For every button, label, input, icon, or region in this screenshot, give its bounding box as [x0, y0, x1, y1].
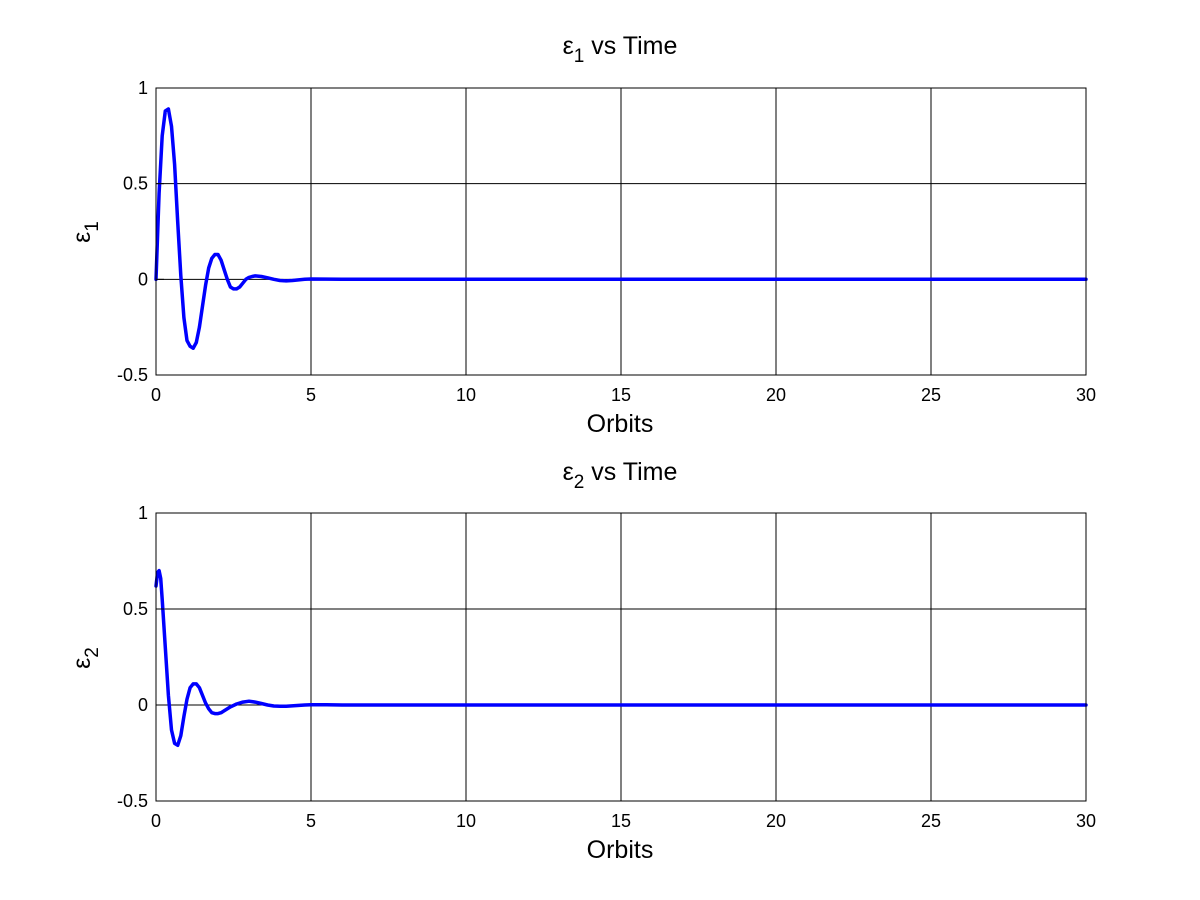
- chart-2-xlabel: Orbits: [587, 836, 654, 864]
- subplot-2: ε2 vs Time Orbits ε2 0 5 10 15 20 25 30-0.500.…: [68, 458, 1096, 864]
- chart-2-series-line: [154, 568, 1088, 748]
- chart-1-series-line: [154, 107, 1088, 350]
- chart-1-ytick-label: 1: [138, 78, 148, 98]
- chart-2-title-subscript: 2: [574, 472, 585, 493]
- chart-1-xlabel: Orbits: [587, 410, 654, 438]
- chart-2-ytick-label: 0.5: [123, 599, 148, 619]
- chart-2-ylabel-group: ε2: [68, 647, 103, 669]
- chart-2-xtick-label: 30: [1076, 811, 1096, 831]
- chart-1-xtick-label: 10: [456, 385, 476, 405]
- chart-1-ytick-label: -0.5: [117, 365, 148, 385]
- chart-2-title-rest: vs Time: [584, 458, 677, 486]
- chart-1-xtick-label: 0: [151, 385, 161, 405]
- chart-2-title-symbol: ε: [563, 458, 574, 486]
- chart-1-title-rest: vs Time: [584, 32, 677, 60]
- chart-2-ylabel: ε2: [68, 647, 103, 669]
- chart-1-ytick-label: 0.5: [123, 174, 148, 194]
- chart-2-ytick-label: -0.5: [117, 791, 148, 811]
- chart-2-xtick-label: 20: [766, 811, 786, 831]
- chart-2-xtick-label: 0: [151, 811, 161, 831]
- chart-1-ylabel-symbol: ε: [68, 232, 96, 243]
- chart-1-ylabel-subscript: 1: [82, 221, 103, 232]
- chart-2-ylabel-symbol: ε: [68, 658, 96, 669]
- chart-2-ytick-label: 0: [138, 695, 148, 715]
- chart-2-xtick-label: 25: [921, 811, 941, 831]
- chart-1-xtick-label: 5: [306, 385, 316, 405]
- subplot-1: ε1 vs Time Orbits ε1 0 5 10 15 20 25 30-0.500.…: [68, 32, 1096, 438]
- chart-2-xtick-label: 5: [306, 811, 316, 831]
- chart-1-ylabel: ε1: [68, 221, 103, 243]
- chart-1-xtick-label: 30: [1076, 385, 1096, 405]
- chart-1-xtick-label: 25: [921, 385, 941, 405]
- chart-2-ylabel-subscript: 2: [82, 647, 103, 658]
- chart-1-ytick-label: 0: [138, 269, 148, 289]
- chart-2-title: ε2 vs Time: [563, 458, 678, 493]
- chart-2-xtick-label: 15: [611, 811, 631, 831]
- chart-1-ylabel-group: ε1: [68, 221, 103, 243]
- chart-2-xtick-label: 10: [456, 811, 476, 831]
- chart-1-title-symbol: ε: [563, 32, 574, 60]
- chart-1-xtick-label: 20: [766, 385, 786, 405]
- chart-1-xtick-label: 15: [611, 385, 631, 405]
- chart-1-plot-area: 0 5 10 15 20 25 30-0.500.51: [117, 78, 1096, 405]
- chart-1-title-subscript: 1: [574, 46, 585, 67]
- chart-2-ytick-label: 1: [138, 503, 148, 523]
- chart-1-title: ε1 vs Time: [563, 32, 678, 67]
- chart-2-plot-area: 0 5 10 15 20 25 30-0.500.51: [117, 503, 1096, 831]
